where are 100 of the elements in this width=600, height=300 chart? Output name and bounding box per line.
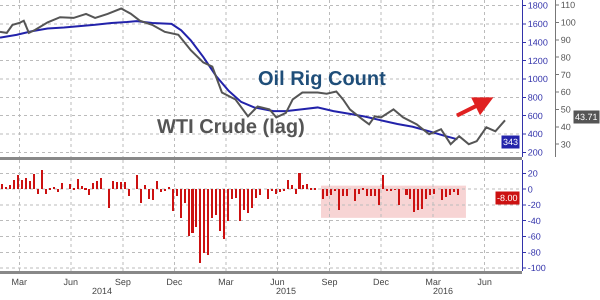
y-tick-label: -20 (528, 200, 541, 210)
x-tick-label: Mar (12, 276, 27, 287)
bar (88, 189, 90, 196)
bar (223, 189, 225, 240)
bar (326, 189, 328, 196)
y2-tick-label: 40 (560, 122, 571, 132)
bar (453, 189, 455, 192)
bar (287, 180, 289, 190)
bar (433, 189, 435, 194)
y-tick-label: 1600 (528, 19, 548, 30)
bar (374, 189, 376, 196)
y2-tick-label: 60 (560, 87, 571, 98)
y2-tick-label: 110 (560, 0, 576, 10)
bar (279, 189, 281, 192)
y2-tick-label: 50 (560, 104, 571, 115)
bar (160, 189, 162, 192)
y-tick-label: -80 (528, 247, 541, 258)
line-series (0, 20, 458, 140)
bar (81, 186, 83, 190)
y2-tick-label: 30 (560, 139, 571, 150)
bar (120, 182, 122, 190)
bar (398, 189, 400, 206)
x-tick-label: Sep (114, 276, 131, 287)
bar (124, 182, 126, 190)
bar (251, 189, 253, 208)
bar (144, 185, 146, 190)
x-tick-label: Jun (270, 276, 285, 287)
bar (140, 189, 142, 204)
y2-tick-label: 70 (560, 70, 571, 80)
bar (417, 189, 419, 210)
bar (291, 185, 293, 190)
bar (441, 189, 443, 200)
bar (57, 189, 59, 192)
bar (77, 179, 79, 190)
series-label: WTI Crude (lag) (157, 116, 305, 138)
bar (342, 189, 344, 196)
bar (346, 189, 348, 196)
bar (9, 185, 11, 190)
y-tick-label: 200 (528, 148, 543, 158)
x-tick-label: Dec (166, 276, 183, 287)
bar (259, 189, 261, 196)
bar (211, 189, 213, 218)
text: 2016 (433, 286, 454, 296)
x-tick-label: Jun (64, 276, 78, 287)
bar (231, 189, 233, 200)
bar (33, 174, 35, 190)
bar (338, 189, 340, 210)
bar (243, 189, 245, 210)
bar (306, 184, 308, 190)
bar (227, 189, 229, 222)
bar (203, 189, 205, 254)
bar (267, 189, 269, 200)
y-tick-label: 1000 (528, 74, 548, 84)
bar (354, 189, 356, 202)
bar (61, 183, 63, 190)
y-tick-label: -40 (528, 216, 541, 226)
bar (358, 189, 360, 194)
text: 2015 (276, 286, 296, 296)
y2-tick-label: 90 (560, 34, 571, 45)
bar (100, 178, 102, 190)
y-tick-label: 600 (528, 110, 543, 121)
bar (17, 175, 19, 190)
bar (366, 189, 368, 196)
bar (235, 189, 237, 198)
y2-tick-label: 80 (560, 52, 571, 62)
y-tick-label: 400 (528, 129, 543, 140)
bar (188, 189, 190, 236)
bar (156, 181, 158, 190)
bar (322, 189, 324, 200)
bar (429, 189, 431, 196)
bar (69, 184, 71, 190)
bar (116, 182, 118, 190)
bar (370, 189, 372, 196)
bar (37, 189, 39, 194)
y-tick-label: 1400 (528, 37, 548, 48)
bar (29, 181, 31, 190)
bar (136, 175, 138, 190)
bar (21, 180, 23, 190)
bar (180, 189, 182, 218)
bar (1, 184, 3, 190)
x-tick-label: Jun (477, 276, 492, 287)
bar (445, 189, 447, 198)
bar (219, 189, 221, 232)
bar (96, 181, 98, 190)
annotation: 343 (503, 137, 518, 147)
text: 43.71 (575, 112, 598, 122)
y2-tick-label: 100 (560, 18, 576, 28)
bar (413, 189, 415, 212)
bar (45, 189, 47, 194)
bar (247, 189, 249, 214)
bar (148, 189, 150, 200)
bar (449, 189, 451, 196)
bar (409, 189, 411, 200)
y-tick-label: 1200 (528, 56, 548, 66)
x-tick-label: Sep (322, 276, 338, 287)
series-label: Oil Rig Count (258, 68, 386, 90)
bar (255, 189, 257, 198)
bar (275, 189, 277, 194)
annotation: -8.00 (497, 193, 518, 203)
bar (457, 189, 459, 196)
